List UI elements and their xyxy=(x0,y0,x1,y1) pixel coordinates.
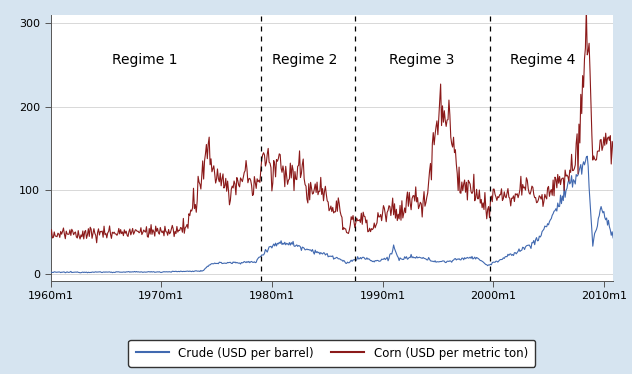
Text: Regime 3: Regime 3 xyxy=(389,52,454,67)
Text: Regime 4: Regime 4 xyxy=(510,52,576,67)
Text: Regime 1: Regime 1 xyxy=(112,52,178,67)
Text: Regime 2: Regime 2 xyxy=(272,52,337,67)
Legend: Crude (USD per barrel), Corn (USD per metric ton): Crude (USD per barrel), Corn (USD per me… xyxy=(128,340,535,367)
